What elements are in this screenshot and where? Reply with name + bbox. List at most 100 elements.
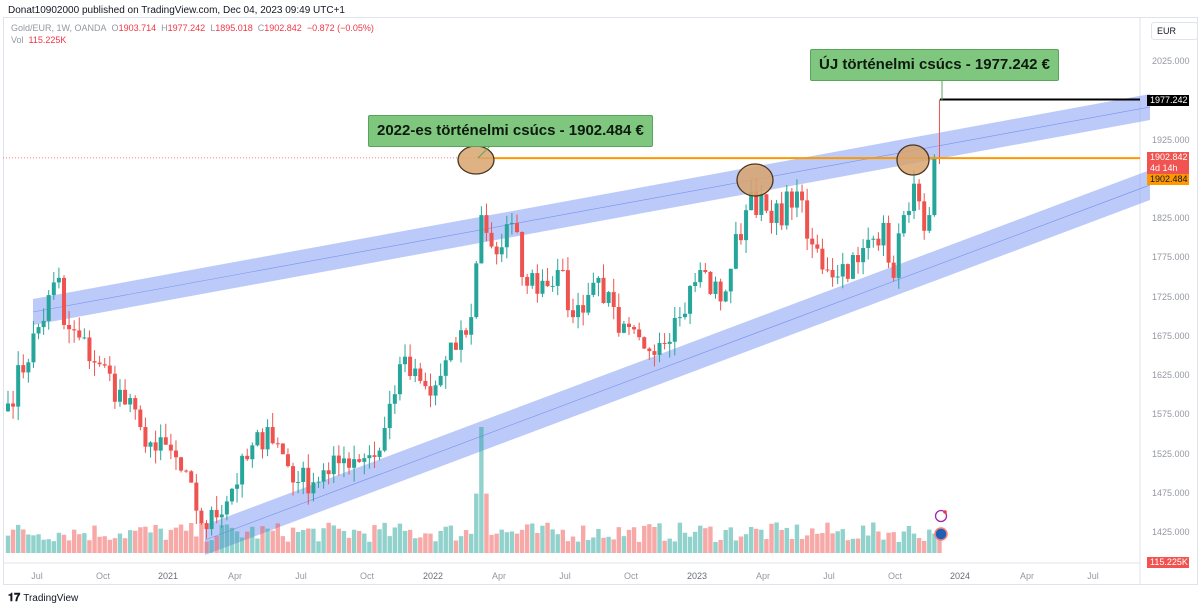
candle-body <box>703 270 708 272</box>
candle <box>718 278 723 311</box>
volume-bars <box>5 427 942 553</box>
volume-bar <box>97 536 102 553</box>
volume-bar <box>51 541 57 553</box>
volume-bar <box>31 535 36 553</box>
candle-body <box>11 403 16 407</box>
candle <box>479 206 484 264</box>
volume-bar <box>66 540 72 553</box>
volume-bar <box>92 525 97 553</box>
candle <box>87 330 92 369</box>
callout-2022-ath[interactable]: 2022-es történelmi csúcs - 1902.484 € <box>368 115 653 147</box>
chart-frame[interactable] <box>3 17 1198 585</box>
candle-body <box>291 466 296 483</box>
candle-body <box>810 238 815 245</box>
candle <box>794 179 799 218</box>
candle-body <box>647 348 652 352</box>
volume-bar <box>377 529 382 553</box>
candle-body <box>932 157 937 216</box>
candle-body <box>835 276 840 278</box>
candle-body <box>504 224 509 248</box>
candle <box>36 323 41 340</box>
volume-bar <box>204 541 209 553</box>
candle-body <box>403 356 408 365</box>
candle-body <box>82 337 87 339</box>
candle-body <box>769 210 774 223</box>
volume-bar <box>738 536 744 553</box>
volume-bar <box>891 532 896 553</box>
candle <box>72 320 77 343</box>
candle <box>642 336 647 350</box>
candle <box>845 263 850 283</box>
volume-bar <box>362 533 367 553</box>
volume-bar <box>316 541 321 553</box>
candle-body <box>357 459 362 462</box>
volume-bar <box>260 526 265 553</box>
candle <box>214 495 219 524</box>
candle <box>565 257 570 318</box>
high-value: 1977.242 <box>167 23 206 33</box>
candle-body <box>550 285 555 287</box>
candle-body <box>525 277 530 286</box>
candle <box>515 214 519 234</box>
candle-body <box>245 455 250 460</box>
candle <box>336 445 341 476</box>
candle <box>357 454 362 463</box>
candle-body <box>6 403 10 412</box>
volume-bar <box>21 529 26 553</box>
callout-new-ath[interactable]: ÚJ történelmi csúcs - 1977.242 € <box>810 49 1059 81</box>
time-tick-label: Apr <box>227 571 243 581</box>
candle-body <box>601 277 606 303</box>
volume-bar <box>321 528 326 553</box>
currency-button[interactable]: EUR <box>1151 22 1198 40</box>
candle-body <box>26 362 31 373</box>
price-tag-last: 1902.842 <box>1147 152 1189 163</box>
symbol-name[interactable]: Gold/EUR, 1W, OANDA <box>11 23 107 33</box>
candle <box>901 210 906 237</box>
candle <box>260 428 265 459</box>
candle-body <box>280 443 285 455</box>
candle-body <box>387 403 392 428</box>
candle <box>611 278 616 320</box>
volume-bar <box>672 541 677 553</box>
candle <box>51 272 56 300</box>
price-tick-label: 1675.000 <box>1152 330 1190 341</box>
candle <box>927 207 932 234</box>
candle-body <box>453 342 458 350</box>
candle <box>677 307 682 327</box>
volume-bar <box>341 530 347 553</box>
candle <box>352 445 357 482</box>
volume-bar <box>626 529 632 553</box>
volume-label: Vol <box>11 35 24 45</box>
candle <box>387 390 392 440</box>
candle <box>581 294 586 326</box>
candle-body <box>459 330 464 350</box>
candle <box>469 303 474 345</box>
candle <box>820 238 825 275</box>
candle <box>484 203 489 242</box>
volume-bar <box>224 524 230 553</box>
candle <box>326 462 331 485</box>
candle-body <box>464 330 469 335</box>
candle-body <box>606 292 611 303</box>
candle <box>138 405 143 431</box>
volume-bar <box>754 528 759 553</box>
candle <box>840 252 845 289</box>
volume-bar <box>15 524 21 553</box>
candle <box>321 463 326 489</box>
candle-body <box>367 455 372 459</box>
candle <box>489 222 494 249</box>
candle <box>459 320 464 363</box>
volume-bar <box>616 527 621 553</box>
candle-body <box>168 444 173 451</box>
volume-bar <box>26 534 31 553</box>
candle <box>280 443 285 455</box>
candle-body <box>784 191 789 226</box>
low-value: 1895.018 <box>215 23 253 33</box>
price-tick-label: 1775.000 <box>1152 252 1190 263</box>
candle <box>560 258 565 272</box>
candle <box>163 423 168 446</box>
candle <box>453 336 458 351</box>
volume-bar <box>443 526 448 553</box>
time-tick-label: Apr <box>755 571 771 581</box>
